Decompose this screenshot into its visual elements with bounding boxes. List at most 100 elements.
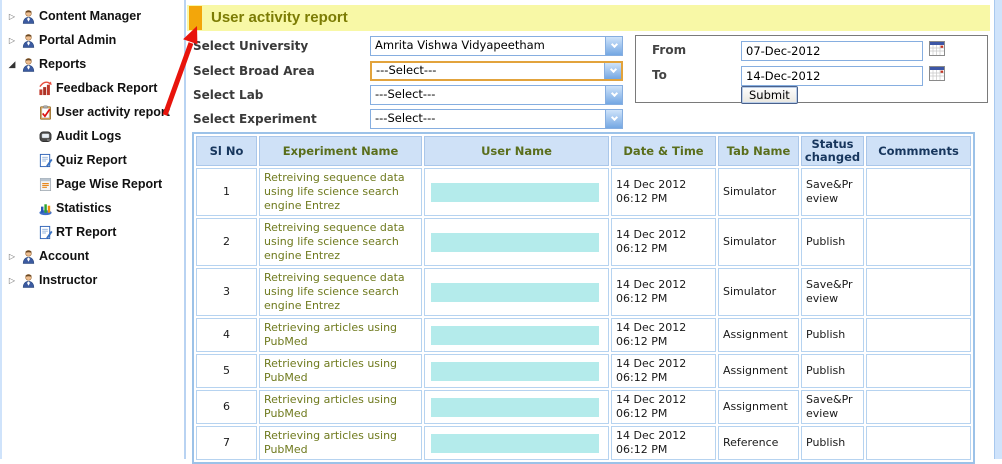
user-name-redacted [431, 282, 599, 302]
cell-date-time: 14 Dec 2012 06:12 PM [611, 268, 716, 316]
page-title: User activity report [211, 9, 348, 26]
cell-status-changed: Publish [801, 318, 864, 352]
calendar-icon[interactable] [929, 66, 945, 81]
cell-user-name [424, 426, 609, 460]
table-row: 1 Retreiving sequence data using life sc… [196, 168, 971, 216]
to-label: To [652, 68, 667, 82]
cell-date-time: 14 Dec 2012 06:12 PM [611, 354, 716, 388]
sidebar-item-content-manager[interactable]: ▷ Content Manager [2, 4, 184, 28]
time-line: 06:12 PM [616, 192, 668, 205]
cell-tab-name: Assignment [718, 318, 799, 352]
cell-tab-name: Simulator [718, 168, 799, 216]
date-line: 14 Dec 2012 [616, 278, 687, 291]
cell-experiment-name: Retrieving articles using PubMed [259, 318, 422, 352]
cell-comments [866, 426, 971, 460]
sidebar-item-label: RT Report [56, 225, 117, 239]
window-right-edge [994, 0, 1002, 459]
sidebar-item-audit-logs[interactable]: Audit Logs [2, 124, 184, 148]
cell-comments [866, 168, 971, 216]
user-name-redacted [431, 361, 599, 381]
sidebar-divider [184, 0, 186, 459]
window-left-edge [0, 0, 2, 459]
sidebar-item-user-activity-report[interactable]: User activity report [2, 100, 184, 124]
clipboard-check-icon [40, 105, 51, 120]
sidebar-item-feedback-report[interactable]: Feedback Report [2, 76, 184, 100]
sidebar-item-instructor[interactable]: ▷ Instructor [2, 268, 184, 292]
to-date-input[interactable] [741, 66, 923, 86]
sidebar-item-label: Feedback Report [56, 81, 158, 95]
cell-comments [866, 390, 971, 424]
user-name-redacted [431, 433, 599, 453]
sidebar-item-label: Reports [39, 57, 87, 71]
university-select[interactable]: Amrita Vishwa Vidyapeetham [370, 36, 623, 56]
experiment-select[interactable]: ---Select--- [370, 109, 623, 129]
expand-collapsed-icon[interactable]: ▷ [8, 35, 16, 45]
cell-sl-no: 4 [196, 318, 257, 352]
sidebar-item-quiz-report[interactable]: Quiz Report [2, 148, 184, 172]
sidebar-item-label: Quiz Report [56, 153, 127, 167]
cell-date-time: 14 Dec 2012 06:12 PM [611, 390, 716, 424]
table-row: 6 Retrieving articles using PubMed 14 De… [196, 390, 971, 424]
date-range-panel: From To Submit [635, 35, 988, 104]
date-line: 14 Dec 2012 [616, 321, 687, 334]
person-icon [22, 273, 35, 288]
col-header-status-changed: Status changed [801, 136, 864, 166]
dropdown-arrow-icon[interactable] [605, 37, 622, 55]
sidebar-item-portal-admin[interactable]: ▷ Portal Admin [2, 28, 184, 52]
dropdown-arrow-icon[interactable] [604, 63, 621, 79]
cell-status-changed: Save&Preview [801, 168, 864, 216]
person-icon [22, 9, 35, 24]
sidebar-item-reports[interactable]: ◢ Reports [2, 52, 184, 76]
table-row: 3 Retreiving sequence data using life sc… [196, 268, 971, 316]
cell-experiment-name: Retrieving articles using PubMed [259, 354, 422, 388]
cell-tab-name: Simulator [718, 218, 799, 266]
select-experiment-label: Select Experiment [193, 112, 317, 126]
document-pen-icon [39, 153, 53, 167]
user-name-redacted [431, 182, 599, 202]
time-line: 06:12 PM [616, 335, 668, 348]
broad-area-select[interactable]: ---Select--- [370, 61, 623, 81]
statistics-chart-icon [39, 203, 52, 215]
person-icon [22, 249, 35, 264]
table-row: 2 Retreiving sequence data using life sc… [196, 218, 971, 266]
document-pen-icon [39, 225, 53, 239]
lab-select[interactable]: ---Select--- [370, 85, 623, 105]
cell-tab-name: Assignment [718, 390, 799, 424]
experiment-select-value: ---Select--- [375, 111, 436, 125]
sidebar-item-label: Page Wise Report [56, 177, 163, 191]
expand-collapsed-icon[interactable]: ▷ [8, 251, 16, 261]
cell-user-name [424, 390, 609, 424]
calendar-icon[interactable] [929, 41, 945, 56]
sidebar-item-rt-report[interactable]: RT Report [2, 220, 184, 244]
cell-status-changed: Save&Preview [801, 268, 864, 316]
expand-collapsed-icon[interactable]: ▷ [8, 275, 16, 285]
from-date-input[interactable] [741, 41, 923, 61]
select-lab-label: Select Lab [193, 88, 264, 102]
dropdown-arrow-icon[interactable] [605, 110, 622, 128]
cell-tab-name: Reference [718, 426, 799, 460]
university-select-value: Amrita Vishwa Vidyapeetham [375, 38, 545, 52]
cell-sl-no: 7 [196, 426, 257, 460]
sidebar-item-label: Account [39, 249, 89, 263]
cell-date-time: 14 Dec 2012 06:12 PM [611, 426, 716, 460]
table-header-row: Sl No Experiment Name User Name Date & T… [196, 136, 971, 166]
cell-user-name [424, 268, 609, 316]
cell-status-changed: Publish [801, 354, 864, 388]
col-header-user-name: User Name [424, 136, 609, 166]
broad-area-select-value: ---Select--- [376, 63, 437, 77]
time-line: 06:12 PM [616, 443, 668, 456]
user-name-redacted [431, 232, 599, 252]
sidebar-item-page-wise-report[interactable]: Page Wise Report [2, 172, 184, 196]
submit-button[interactable]: Submit [741, 86, 798, 104]
sidebar-item-statistics[interactable]: Statistics [2, 196, 184, 220]
table-row: 4 Retrieving articles using PubMed 14 De… [196, 318, 971, 352]
person-icon [22, 57, 35, 72]
time-line: 06:12 PM [616, 371, 668, 384]
expand-collapsed-icon[interactable]: ▷ [8, 11, 16, 21]
col-header-comments: Commments [866, 136, 971, 166]
sidebar-item-account[interactable]: ▷ Account [2, 244, 184, 268]
select-university-label: Select University [193, 39, 309, 53]
expand-expanded-icon[interactable]: ◢ [8, 58, 16, 69]
table-row: 7 Retrieving articles using PubMed 14 De… [196, 426, 971, 460]
dropdown-arrow-icon[interactable] [605, 86, 622, 104]
